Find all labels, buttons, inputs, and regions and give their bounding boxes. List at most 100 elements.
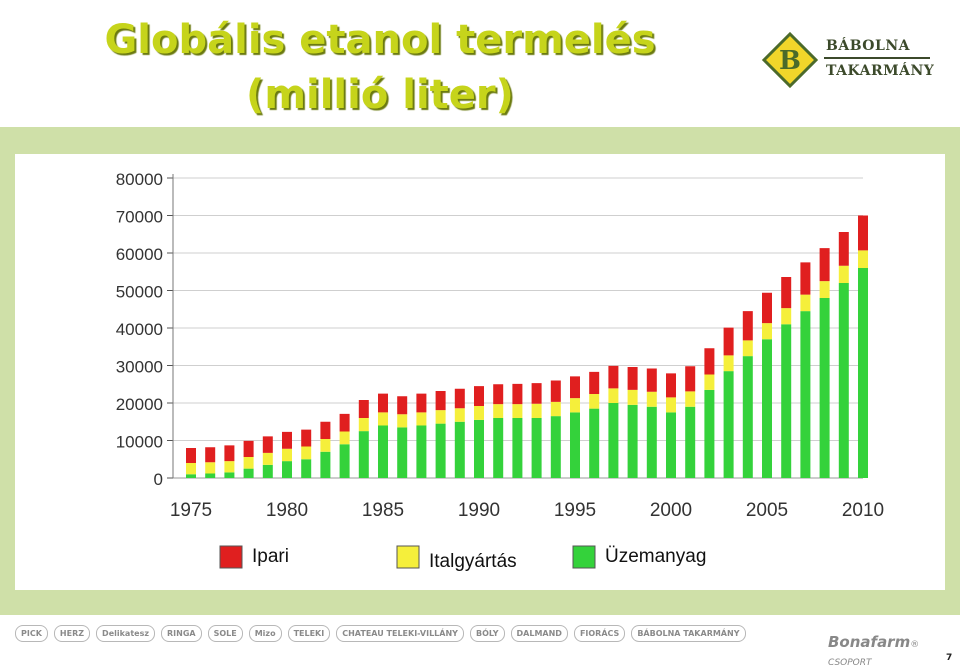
bar-uzemanyag <box>781 324 792 478</box>
bar-italgyartas <box>320 439 331 452</box>
logo-mark: B <box>779 46 801 76</box>
bar-uzemanyag <box>608 403 619 478</box>
bar-italgyartas <box>282 448 292 462</box>
bar-italgyartas <box>742 340 753 357</box>
legend-uzemanyag-swatch <box>572 545 596 569</box>
bar-italgyartas <box>762 323 772 340</box>
bar-italgyartas <box>646 391 657 407</box>
bar-ipari <box>646 368 657 392</box>
x-tick-label: 1980 <box>266 500 308 521</box>
brand-logo: RINGA <box>160 625 202 642</box>
bar-ipari <box>666 373 676 398</box>
bar-italgyartas <box>454 408 465 422</box>
bar-ipari <box>416 393 427 413</box>
bar-italgyartas <box>512 404 523 418</box>
x-tick-label: 1995 <box>554 500 596 521</box>
bar-italgyartas <box>550 401 561 417</box>
brand-logos: PICK HERZ Delikatesz RINGA SOLE Mizo TELEKI CHA… <box>15 625 746 642</box>
y-tick-label: 40000 <box>116 320 163 339</box>
legend-uzemanyag-label: Üzemanyag <box>605 546 706 567</box>
bar-uzemanyag <box>762 339 772 478</box>
bar-ipari <box>838 232 849 266</box>
brand-logo: PICK <box>15 625 48 642</box>
bar-uzemanyag <box>800 311 811 478</box>
bar-uzemanyag <box>666 412 676 478</box>
bar-uzemanyag <box>454 421 465 478</box>
bar-uzemanyag <box>474 419 484 478</box>
bar-ipari <box>627 367 638 390</box>
bar-italgyartas <box>378 412 388 426</box>
bar-uzemanyag <box>416 425 427 478</box>
logo-diamond-icon: B <box>761 31 819 89</box>
brand-logo: CHATEAU TELEKI-VILLÁNY <box>336 625 464 642</box>
bar-ipari <box>723 327 734 356</box>
brand-logo: BÁBOLNA TAKARMÁNY <box>631 625 746 642</box>
legend-ipari-label: Ipari <box>252 546 289 567</box>
bar-uzemanyag <box>627 404 638 478</box>
y-tick-label: 80000 <box>116 170 163 189</box>
header: Globális etanol termelés (millió liter) … <box>0 0 960 127</box>
bar-uzemanyag <box>512 418 523 478</box>
bar-uzemanyag <box>531 418 542 478</box>
y-tick-label: 30000 <box>116 358 163 377</box>
bar-italgyartas <box>627 389 638 405</box>
page-subtitle: (millió liter) <box>246 72 514 118</box>
x-tick-label: 1975 <box>170 500 212 521</box>
content-panel: 0 10000 20000 30000 40000 50000 60000 70000 8000… <box>0 127 960 615</box>
bar-ipari <box>819 248 830 282</box>
bar-ipari <box>570 376 580 399</box>
bar-italgyartas <box>666 397 676 413</box>
bar-uzemanyag <box>838 283 849 478</box>
bar-ipari <box>205 447 216 463</box>
bar-uzemanyag <box>339 444 350 478</box>
bar-ipari <box>493 384 504 405</box>
bar-ipari <box>378 393 388 413</box>
bar-ipari <box>858 215 868 251</box>
bar-italgyartas <box>301 446 312 460</box>
bar-italgyartas <box>262 452 273 465</box>
bar-italgyartas <box>205 462 216 474</box>
bar-uzemanyag <box>397 427 408 478</box>
legend-ipari-swatch <box>219 545 243 569</box>
x-tick-label: 2000 <box>650 500 692 521</box>
bar-uzemanyag <box>742 356 753 478</box>
bar-ipari <box>454 388 465 409</box>
bar-uzemanyag <box>570 412 580 478</box>
bar-italgyartas <box>416 412 427 426</box>
bar-ipari <box>435 391 446 411</box>
bar-ipari <box>186 448 196 463</box>
brand-logo: Mizo <box>248 625 282 642</box>
bar-uzemanyag <box>224 472 235 478</box>
x-tick-label: 1985 <box>362 500 404 521</box>
bar-uzemanyag <box>282 461 292 478</box>
bar-ipari <box>608 365 619 389</box>
bar-uzemanyag <box>819 298 830 478</box>
bar-ipari <box>243 440 254 457</box>
bar-ipari <box>301 429 312 447</box>
bar-italgyartas <box>224 461 235 473</box>
brand-logo: TELEKI <box>287 625 331 642</box>
y-tick-label: 70000 <box>116 208 163 227</box>
bar-italgyartas <box>858 250 868 268</box>
bar-uzemanyag <box>589 408 600 478</box>
bar-ipari <box>762 292 772 324</box>
bar-ipari <box>742 311 753 341</box>
legend-italgyartas-swatch <box>396 545 420 569</box>
bar-uzemanyag <box>493 418 504 478</box>
bar-uzemanyag <box>435 423 446 478</box>
bar-uzemanyag <box>186 474 196 478</box>
bar-ipari <box>800 262 811 295</box>
bar-uzemanyag <box>262 464 273 478</box>
bar-uzemanyag <box>301 459 312 478</box>
y-tick-label: 0 <box>154 470 163 489</box>
bar-italgyartas <box>358 418 369 432</box>
brand-logo: Delikatesz <box>96 625 155 642</box>
bar-uzemanyag <box>704 389 715 478</box>
bar-uzemanyag <box>243 468 254 478</box>
brand-logo: SOLE <box>207 625 243 642</box>
bar-italgyartas <box>723 355 734 372</box>
brand-logo: FIORÁCS <box>573 625 626 642</box>
bar-italgyartas <box>531 403 542 418</box>
x-tick-label: 1990 <box>458 500 500 521</box>
x-tick-label: 2010 <box>842 500 884 521</box>
